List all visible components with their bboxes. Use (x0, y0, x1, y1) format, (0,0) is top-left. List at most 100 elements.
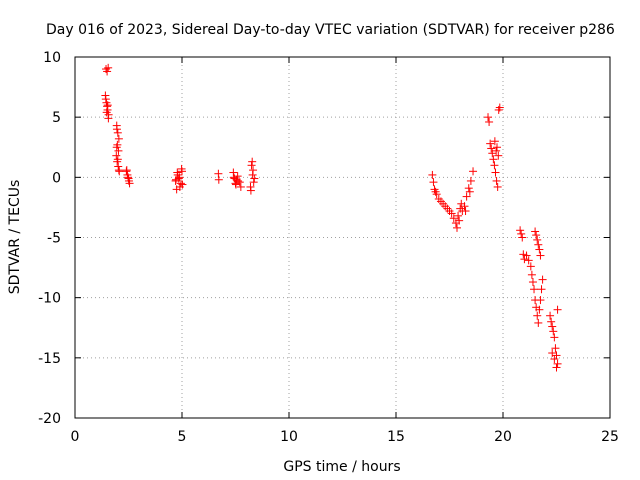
data-point (247, 161, 256, 170)
data-point (536, 251, 545, 260)
data-point (178, 180, 187, 189)
data-point (485, 117, 494, 126)
data-point (447, 209, 456, 218)
data-point (104, 63, 113, 72)
data-point (462, 192, 471, 201)
data-point (236, 182, 245, 191)
data-point (490, 161, 499, 170)
data-point (486, 139, 495, 148)
y-tick-label: -20 (38, 411, 61, 427)
data-point (492, 176, 501, 185)
y-tick-label: 5 (52, 110, 61, 126)
data-point (465, 187, 474, 196)
data-point (229, 173, 238, 182)
data-point (522, 251, 531, 260)
data-point (548, 322, 557, 331)
data-point (536, 296, 545, 305)
data-point (112, 151, 121, 160)
data-point (449, 214, 458, 223)
data-point (248, 157, 257, 166)
data-point (489, 155, 498, 164)
data-point (112, 125, 121, 134)
chart-title: Day 016 of 2023, Sidereal Day-to-day VTE… (46, 22, 615, 38)
data-point (533, 235, 542, 244)
data-point (101, 95, 110, 104)
data-point (250, 174, 259, 183)
data-point (428, 170, 437, 179)
data-point (491, 168, 500, 177)
data-points (101, 63, 562, 372)
x-tick-label: 0 (71, 429, 80, 445)
data-point (535, 245, 544, 254)
data-point (492, 146, 501, 155)
data-point (113, 128, 122, 137)
data-point (552, 351, 561, 360)
data-point (124, 176, 133, 185)
x-tick-label: 15 (387, 429, 405, 445)
data-point (537, 285, 546, 294)
data-point (550, 333, 559, 342)
data-point (114, 162, 123, 171)
data-point (176, 179, 185, 188)
data-point (172, 185, 181, 194)
data-point (534, 240, 543, 249)
data-point (527, 270, 536, 279)
data-point (249, 166, 258, 175)
data-point (526, 262, 535, 271)
x-tick-labels: 0 5 10 15 20 25 (71, 429, 619, 445)
data-point (550, 355, 559, 364)
data-point (484, 113, 493, 122)
data-point (114, 134, 123, 143)
y-tick-label: -15 (38, 351, 61, 367)
data-point (552, 363, 561, 372)
data-point (524, 256, 533, 265)
data-point (103, 101, 112, 110)
data-point (532, 231, 541, 240)
data-point (104, 114, 113, 123)
data-point (530, 285, 539, 294)
data-point (429, 178, 438, 187)
data-point (455, 216, 464, 225)
data-point (172, 175, 181, 184)
data-point (516, 226, 525, 235)
data-point (553, 305, 562, 314)
data-point (547, 317, 556, 326)
y-tick-label: -5 (47, 231, 61, 247)
data-point (173, 168, 182, 177)
data-point (464, 184, 473, 193)
data-point (490, 137, 499, 146)
x-tick-label: 5 (178, 429, 187, 445)
data-point (546, 311, 555, 320)
data-point (534, 318, 543, 327)
data-point (531, 227, 540, 236)
axis-ticks (74, 56, 611, 419)
data-point (452, 223, 461, 232)
data-point (519, 250, 528, 259)
data-point (246, 186, 255, 195)
data-point (535, 305, 544, 314)
data-point (461, 207, 470, 216)
y-tick-label: 10 (43, 50, 61, 66)
data-point (487, 144, 496, 153)
data-point (494, 151, 503, 160)
data-point (431, 187, 440, 196)
data-point (533, 311, 542, 320)
data-point (114, 146, 123, 155)
x-tick-label: 20 (494, 429, 512, 445)
y-tick-labels: 10 5 0 -5 -10 -15 -20 (38, 50, 61, 427)
data-point (114, 166, 123, 175)
data-point (493, 182, 502, 191)
data-point (469, 167, 478, 176)
data-point (122, 166, 131, 175)
data-point (553, 359, 562, 368)
grid-lines (75, 57, 610, 418)
data-point (231, 180, 240, 189)
data-point (454, 211, 463, 220)
data-point (124, 173, 133, 182)
data-point (549, 327, 558, 336)
y-tick-label: -10 (38, 291, 61, 307)
data-point (234, 176, 243, 185)
x-axis-label: GPS time / hours (283, 459, 400, 475)
data-point (466, 176, 475, 185)
